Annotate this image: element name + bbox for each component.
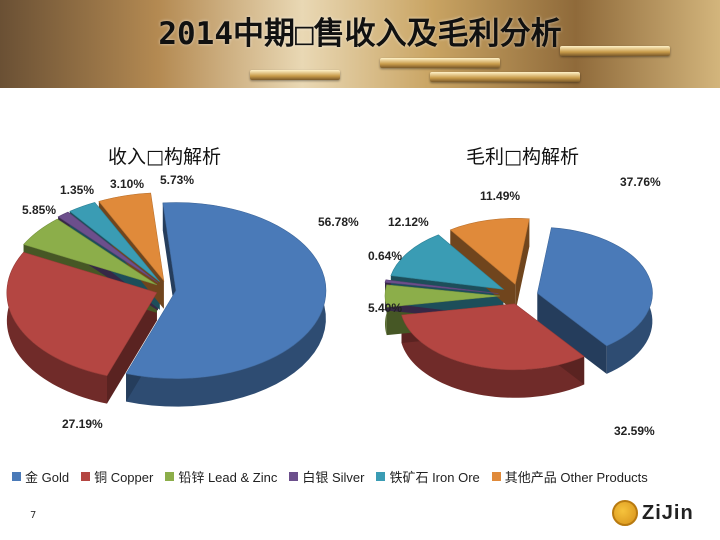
pie-slice xyxy=(384,279,499,294)
data-label: 0.64% xyxy=(368,249,402,263)
pie-slice xyxy=(125,202,327,379)
logo: ZiJin xyxy=(612,500,694,526)
legend-swatch xyxy=(376,471,386,481)
legend-swatch xyxy=(289,471,299,481)
data-label: 56.78% xyxy=(318,215,359,229)
data-label: 11.49% xyxy=(480,189,520,203)
data-label: 27.19% xyxy=(62,417,103,431)
legend-item: 白银 Silver xyxy=(289,467,364,486)
page-number: 7 xyxy=(30,510,37,521)
legend-item: 其他产品 Other Products xyxy=(491,467,648,486)
data-label: 5.73% xyxy=(160,173,194,187)
pie-slice-wall xyxy=(515,218,530,313)
legend-item: 铜 Copper xyxy=(81,467,153,486)
legend-label: 铅锌 Lead & Zinc xyxy=(178,469,278,485)
pie-slice xyxy=(384,284,501,308)
legend-item: 铁矿石 Iron Ore xyxy=(376,467,480,486)
legend-label: 白银 Silver xyxy=(302,469,365,485)
data-label: 1.35% xyxy=(60,183,94,197)
pie-chart-revenue: 56.78% 27.19% 5.85% 1.35% 3.10% 5.73% xyxy=(6,173,359,431)
pie-slice-wall xyxy=(162,202,176,319)
gold-bar-decoration xyxy=(430,72,580,82)
page-title: 2014中期□售收入及毛利分析 xyxy=(158,16,562,52)
logo-text: ZiJin xyxy=(642,501,694,524)
legend-swatch xyxy=(165,471,175,481)
pie-slice-side xyxy=(401,314,585,398)
gold-bar-decoration xyxy=(560,46,670,56)
pie-slice xyxy=(69,202,160,283)
data-label: 12.12% xyxy=(388,215,429,229)
legend-label: 金 Gold xyxy=(25,469,70,485)
legend-swatch xyxy=(81,471,91,481)
pie-slice xyxy=(98,192,165,282)
pie-slice xyxy=(390,234,505,290)
pie-slice xyxy=(401,303,585,371)
legend-label: 铜 Copper xyxy=(94,469,154,485)
pie-chart-profit: 37.76% 32.59% 5.40% 0.64% 12.12% 11.49% xyxy=(368,175,661,438)
data-label: 5.40% xyxy=(368,301,402,315)
legend-swatch xyxy=(491,471,501,481)
data-label: 3.10% xyxy=(110,177,144,191)
data-label: 5.85% xyxy=(22,203,56,217)
pie-slice-side xyxy=(126,202,326,407)
data-label: 32.59% xyxy=(614,424,655,438)
pie-slice-wall xyxy=(107,292,157,404)
gold-bar-decoration xyxy=(250,70,340,80)
legend-item: 铅锌 Lead & Zinc xyxy=(165,467,277,486)
pie-slice xyxy=(23,218,158,286)
legend-label: 铁矿石 Iron Ore xyxy=(389,469,480,485)
logo-icon xyxy=(612,500,638,526)
legend-item: 金 Gold xyxy=(12,467,69,486)
pie-slice-wall xyxy=(537,293,607,374)
pie-slice xyxy=(537,227,653,347)
pie-slice xyxy=(6,251,158,376)
legend-label: 其他产品 Other Products xyxy=(504,469,648,485)
legend: 金 Gold 铜 Copper 铅锌 Lead & Zinc 白银 Silver 铁矿石… xyxy=(12,466,712,486)
data-label: 37.76% xyxy=(620,175,661,189)
pie-slice xyxy=(449,218,530,285)
profit-chart-title: 毛利□构解析 xyxy=(466,146,579,168)
header-banner: 2014中期□售收入及毛利分析 xyxy=(0,0,720,88)
legend-swatch xyxy=(12,471,21,481)
revenue-chart-title: 收入□构解析 xyxy=(108,146,221,168)
gold-bar-decoration xyxy=(380,58,500,68)
pie-slice-side xyxy=(6,252,108,404)
pie-slice-wall xyxy=(450,229,516,313)
pie-slice xyxy=(57,211,159,283)
